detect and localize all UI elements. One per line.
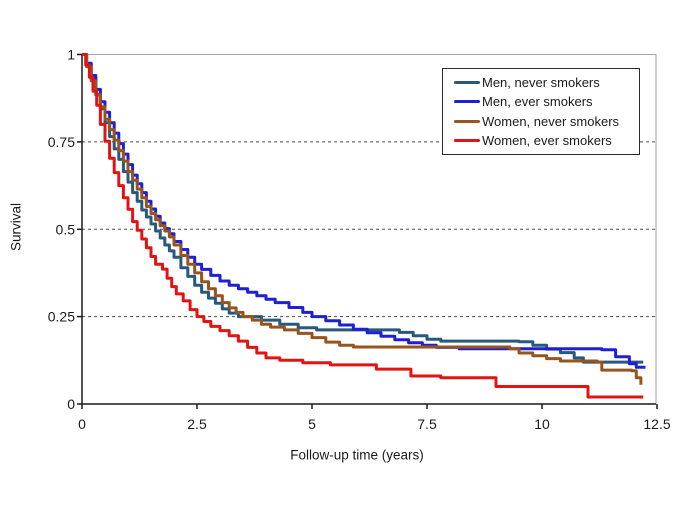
x-tick-label: 10 — [534, 416, 550, 432]
legend-item: Women, ever smokers — [454, 134, 635, 147]
series-line-men-never-smokers — [82, 53, 644, 364]
x-tick-label: 0 — [78, 416, 86, 432]
y-tick-label: 1 — [67, 47, 75, 63]
y-axis-title: Survival — [8, 202, 24, 252]
legend-line-swatch — [454, 138, 480, 142]
x-tick-label: 7.5 — [417, 416, 437, 432]
series-line-women-ever-smokers — [82, 53, 644, 399]
series-line-women-never-smokers — [82, 53, 643, 385]
x-tick-label: 2.5 — [187, 416, 207, 432]
legend-line-swatch — [454, 81, 480, 85]
legend-label: Women, ever smokers — [482, 132, 612, 148]
legend-item: Men, never smokers — [454, 76, 635, 89]
y-tick-label: 0.75 — [48, 134, 75, 150]
series-line-men-ever-smokers — [82, 53, 646, 369]
legend-label: Men, ever smokers — [482, 94, 593, 110]
legend-label: Women, never smokers — [482, 113, 620, 129]
legend: Men, never smokers Men, ever smokers Women… — [442, 68, 640, 155]
x-axis-title: Follow-up time (years) — [290, 447, 424, 463]
legend-line-swatch — [454, 100, 480, 104]
y-tick-label: 0.5 — [56, 221, 76, 237]
plot-frame — [82, 54, 657, 404]
y-tick-label: 0 — [67, 396, 75, 412]
x-tick-label: 12.5 — [643, 416, 670, 432]
legend-item: Women, never smokers — [454, 115, 635, 128]
legend-item: Men, ever smokers — [454, 95, 635, 108]
y-tick-label: 0.25 — [48, 309, 75, 325]
legend-line-swatch — [454, 119, 480, 123]
x-tick-label: 5 — [308, 416, 316, 432]
legend-label: Men, never smokers — [482, 75, 600, 91]
